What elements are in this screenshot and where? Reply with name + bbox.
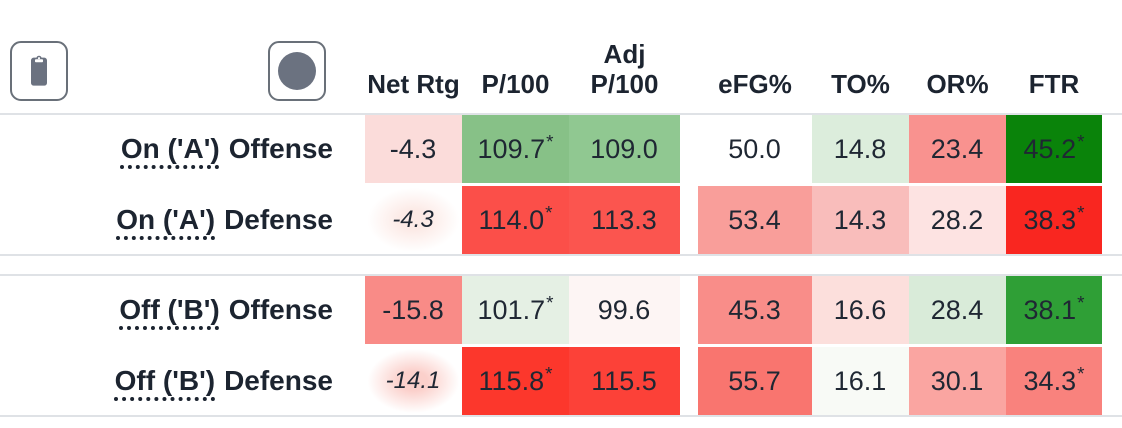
row-spacer bbox=[680, 186, 698, 254]
stat-cell-adj-p100: 115.5 bbox=[569, 347, 680, 415]
row-label-term[interactable]: On ('A') bbox=[120, 133, 220, 164]
stat-cell-adj-p100: 109.0 bbox=[569, 115, 680, 183]
stat-cell-net-rtg: -15.8 bbox=[365, 276, 462, 344]
column-header-to: TO% bbox=[831, 69, 890, 100]
stat-cell-or: 30.1 bbox=[909, 347, 1006, 415]
row-label: Off ('B') Offense bbox=[0, 276, 365, 344]
stat-cell-to: 14.3 bbox=[812, 186, 909, 254]
clipboard-icon bbox=[23, 53, 55, 89]
stat-cell-p100: 114.0* bbox=[462, 186, 569, 254]
stat-cell-net-rtg: -4.3 bbox=[365, 186, 462, 254]
copy-table-button[interactable] bbox=[10, 41, 68, 101]
column-header-net-rtg: Net Rtg bbox=[367, 69, 460, 100]
stat-cell-efg: 53.4 bbox=[698, 186, 812, 254]
stat-cell-efg: 55.7 bbox=[698, 347, 812, 415]
header-right-pad bbox=[1102, 0, 1122, 113]
stat-cell-to: 16.1 bbox=[812, 347, 909, 415]
table-bottom-border bbox=[0, 415, 1122, 428]
column-header-or: OR% bbox=[926, 69, 989, 100]
stat-cell-efg: 50.0 bbox=[698, 115, 812, 183]
stat-cell-to: 16.6 bbox=[812, 276, 909, 344]
stat-cell-or: 28.4 bbox=[909, 276, 1006, 344]
row-label-term[interactable]: On ('A') bbox=[116, 204, 216, 235]
row-spacer bbox=[680, 276, 698, 344]
stat-cell-ftr: 34.3* bbox=[1006, 347, 1102, 415]
group-separator bbox=[0, 254, 1122, 276]
row-label-term[interactable]: Off ('B') bbox=[119, 294, 220, 325]
header-toolbar-area bbox=[0, 0, 365, 113]
stat-cell-or: 28.2 bbox=[909, 186, 1006, 254]
stat-cell-ftr: 45.2* bbox=[1006, 115, 1102, 183]
stat-cell-p100: 109.7* bbox=[462, 115, 569, 183]
column-header-p100: P/100 bbox=[481, 69, 550, 100]
stat-cell-ftr: 38.1* bbox=[1006, 276, 1102, 344]
row-label: On ('A') Offense bbox=[0, 115, 365, 183]
stat-cell-adj-p100: 113.3 bbox=[569, 186, 680, 254]
record-circle-icon bbox=[278, 52, 316, 90]
stat-cell-p100: 101.7* bbox=[462, 276, 569, 344]
column-header-ftr: FTR bbox=[1028, 69, 1080, 100]
stat-cell-p100: 115.8* bbox=[462, 347, 569, 415]
stat-cell-ftr: 38.3* bbox=[1006, 186, 1102, 254]
stat-cell-net-rtg: -4.3 bbox=[365, 115, 462, 183]
row-label-rest: Offense bbox=[228, 294, 333, 325]
stat-cell-net-rtg: -14.1 bbox=[365, 347, 462, 415]
stat-cell-adj-p100: 99.6 bbox=[569, 276, 680, 344]
stat-cell-or: 23.4 bbox=[909, 115, 1006, 183]
row-right-pad bbox=[1102, 347, 1122, 415]
row-label-rest: Defense bbox=[224, 365, 333, 396]
row-right-pad bbox=[1102, 186, 1122, 254]
row-right-pad bbox=[1102, 115, 1122, 183]
row-label: Off ('B') Defense bbox=[0, 347, 365, 415]
table-header: Net Rtg P/100 Adj P/100 eFG% TO% OR% FTR bbox=[0, 0, 1122, 115]
header-spacer bbox=[680, 0, 698, 113]
row-label-rest: Offense bbox=[228, 133, 333, 164]
table-row-on-defense: On ('A') Defense -4.3 114.0* 113.3 53.4 1… bbox=[0, 186, 1122, 254]
row-spacer bbox=[680, 347, 698, 415]
row-right-pad bbox=[1102, 276, 1122, 344]
column-header-efg: eFG% bbox=[718, 69, 792, 100]
table-row-on-offense: On ('A') Offense -4.3 109.7* 109.0 50.0 1… bbox=[0, 115, 1122, 183]
record-button[interactable] bbox=[268, 41, 326, 101]
row-label: On ('A') Defense bbox=[0, 186, 365, 254]
table-row-off-defense: Off ('B') Defense -14.1 115.8* 115.5 55.7… bbox=[0, 347, 1122, 415]
row-spacer bbox=[680, 115, 698, 183]
column-header-adj-p100: Adj P/100 bbox=[590, 38, 659, 100]
table-row-off-offense: Off ('B') Offense -15.8 101.7* 99.6 45.3 … bbox=[0, 276, 1122, 344]
stat-cell-efg: 45.3 bbox=[698, 276, 812, 344]
stat-cell-to: 14.8 bbox=[812, 115, 909, 183]
row-label-rest: Defense bbox=[224, 204, 333, 235]
row-label-term[interactable]: Off ('B') bbox=[114, 365, 216, 396]
